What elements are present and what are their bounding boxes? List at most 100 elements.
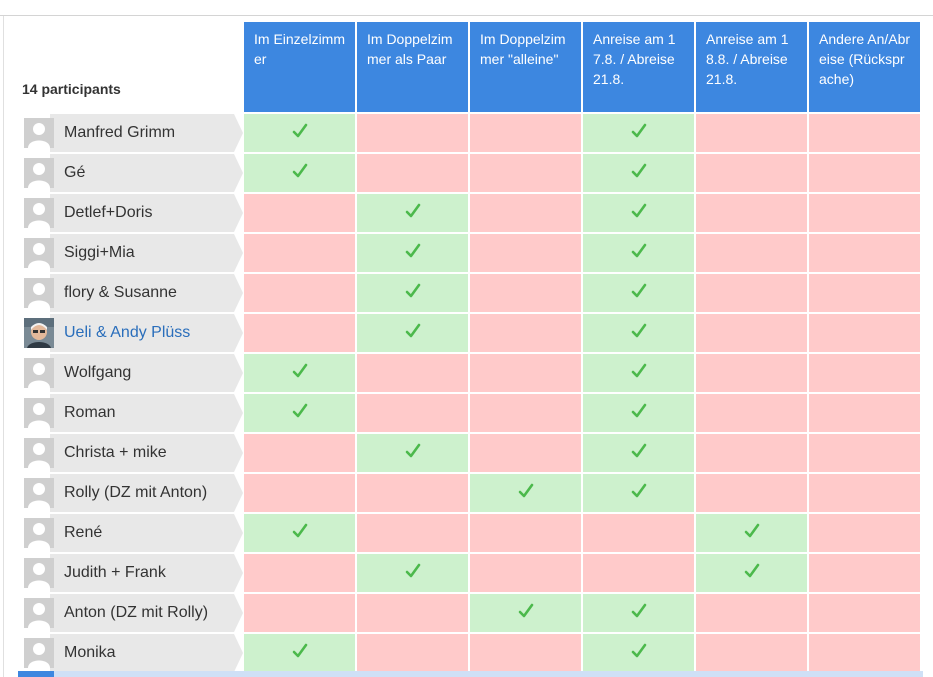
- vote-cell-no: [357, 634, 468, 672]
- participant-row: Gé: [20, 154, 920, 192]
- column-header-label: Im Einzelzimmer: [254, 31, 346, 67]
- poll-body: Manfred Grimm Gé Detlef+Doris Siggi+Mia flor…: [20, 114, 920, 672]
- vote-cell-no: [357, 474, 468, 512]
- vote-cell-yes: [583, 314, 694, 352]
- participant-name-cell: René: [20, 514, 243, 552]
- column-header-1: Im Einzelzimmer: [244, 22, 355, 112]
- vote-cell-no: [244, 594, 355, 632]
- checkmark-icon: [630, 123, 648, 144]
- vote-cell-no: [696, 594, 807, 632]
- participant-name: flory & Susanne: [64, 284, 177, 301]
- participants-count: 14 participants: [22, 81, 121, 97]
- vote-cell-no: [696, 354, 807, 392]
- vote-cell-yes: [583, 194, 694, 232]
- name-background: [50, 434, 234, 472]
- participant-name-cell: Wolfgang: [20, 354, 243, 392]
- person-silhouette-icon: [24, 158, 54, 188]
- participant-row: Monika: [20, 634, 920, 672]
- column-header-5: Anreise am 18.8. / Abreise 21.8.: [696, 22, 807, 112]
- vote-cell-no: [244, 314, 355, 352]
- vote-cell-no: [470, 434, 581, 472]
- person-silhouette-icon: [24, 398, 54, 428]
- checkmark-icon: [630, 243, 648, 264]
- vote-cell-no: [357, 514, 468, 552]
- vote-cell-yes: [583, 274, 694, 312]
- vote-cell-yes: [583, 394, 694, 432]
- vote-cell-no: [696, 274, 807, 312]
- vote-cell-no: [357, 354, 468, 392]
- participant-name-cell: Gé: [20, 154, 243, 192]
- vote-cell-yes: [357, 274, 468, 312]
- checkmark-icon: [404, 243, 422, 264]
- participant-row: Detlef+Doris: [20, 194, 920, 232]
- participant-name: Gé: [64, 164, 86, 181]
- checkmark-icon: [630, 483, 648, 504]
- name-arrow: [234, 154, 243, 192]
- vote-cell-no: [357, 394, 468, 432]
- column-header-label: Andere An/Abreise (Rücksprache): [819, 31, 911, 87]
- vote-cell-yes: [357, 314, 468, 352]
- vote-cell-no: [696, 474, 807, 512]
- checkmark-icon: [517, 603, 535, 624]
- participant-row: Roman: [20, 394, 920, 432]
- name-arrow: [234, 354, 243, 392]
- participant-pill: René: [20, 514, 243, 552]
- vote-cell-yes: [583, 234, 694, 272]
- vote-cell-yes: [583, 354, 694, 392]
- name-arrow: [234, 594, 243, 632]
- participant-name: Roman: [64, 404, 116, 421]
- name-background: [50, 634, 234, 672]
- vote-cell-yes: [583, 634, 694, 672]
- participant-name: Manfred Grimm: [64, 124, 176, 141]
- vote-cell-no: [809, 594, 920, 632]
- participant-name-cell: Anton (DZ mit Rolly): [20, 594, 243, 632]
- name-arrow: [234, 194, 243, 232]
- vote-cell-no: [244, 474, 355, 512]
- participant-pill: Detlef+Doris: [20, 194, 243, 232]
- participant-row: Wolfgang: [20, 354, 920, 392]
- participant-name: Monika: [64, 644, 116, 661]
- vote-cell-yes: [583, 594, 694, 632]
- checkmark-icon: [291, 123, 309, 144]
- participant-pill: Gé: [20, 154, 243, 192]
- person-silhouette-icon: [24, 358, 54, 388]
- participant-row: Anton (DZ mit Rolly): [20, 594, 920, 632]
- column-header-label: Anreise am 18.8. / Abreise 21.8.: [706, 31, 789, 87]
- participant-name-cell: Siggi+Mia: [20, 234, 243, 272]
- participant-name-cell: Manfred Grimm: [20, 114, 243, 152]
- vote-cell-no: [809, 554, 920, 592]
- participant-name: Rolly (DZ mit Anton): [64, 484, 208, 501]
- name-arrow: [234, 434, 243, 472]
- participant-pill: Christa + mike: [20, 434, 243, 472]
- vote-cell-yes: [244, 354, 355, 392]
- vote-cell-yes: [583, 434, 694, 472]
- vote-cell-no: [470, 114, 581, 152]
- vote-cell-yes: [470, 474, 581, 512]
- participant-name: Judith + Frank: [64, 564, 166, 581]
- name-background: [50, 354, 234, 392]
- vote-cell-no: [696, 314, 807, 352]
- name-background: [50, 154, 234, 192]
- participant-row: Manfred Grimm: [20, 114, 920, 152]
- vote-cell-yes: [696, 514, 807, 552]
- vote-cell-yes: [583, 474, 694, 512]
- participant-name[interactable]: Ueli & Andy Plüss: [64, 324, 191, 341]
- name-background: [50, 114, 234, 152]
- vote-cell-no: [809, 114, 920, 152]
- name-arrow: [234, 114, 243, 152]
- checkmark-icon: [630, 403, 648, 424]
- vote-cell-yes: [244, 114, 355, 152]
- left-border: [3, 16, 4, 677]
- vote-cell-yes: [696, 554, 807, 592]
- bottom-row-avatar-partial: [18, 671, 54, 677]
- vote-cell-no: [809, 194, 920, 232]
- checkmark-icon: [630, 323, 648, 344]
- vote-cell-yes: [357, 554, 468, 592]
- vote-cell-no: [696, 394, 807, 432]
- person-silhouette-icon: [24, 238, 54, 268]
- vote-cell-no: [809, 434, 920, 472]
- vote-cell-no: [470, 234, 581, 272]
- participant-pill: Siggi+Mia: [20, 234, 243, 272]
- person-silhouette-icon: [24, 278, 54, 308]
- name-background: [50, 594, 234, 632]
